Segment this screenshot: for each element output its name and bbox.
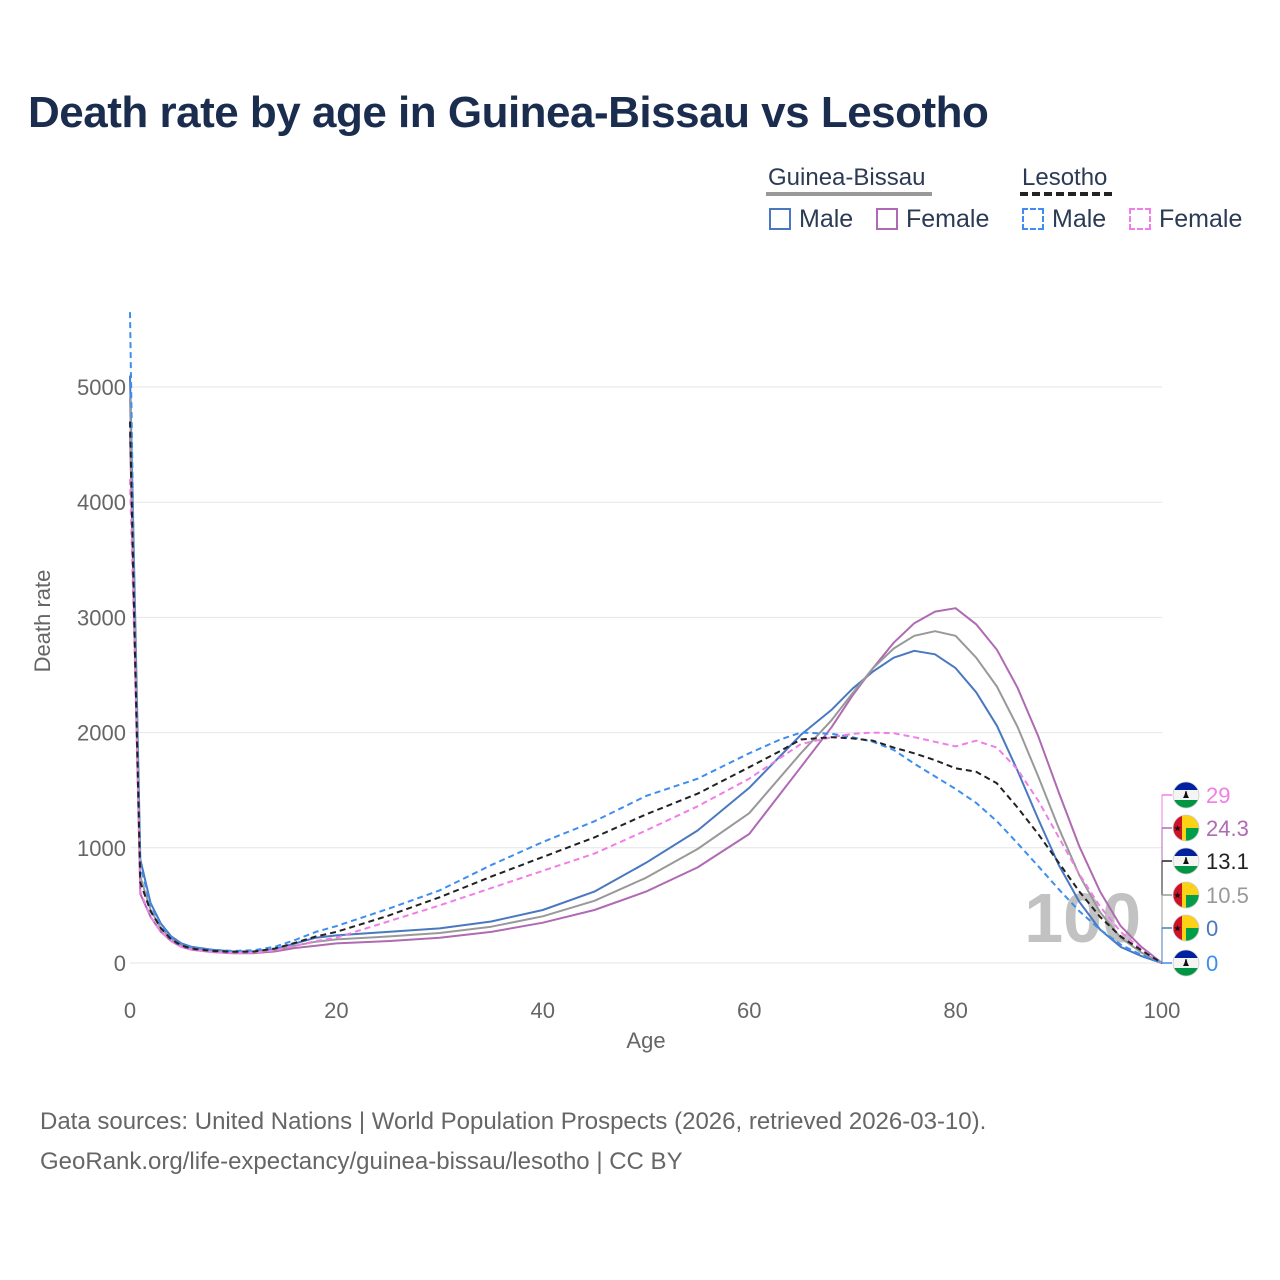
end-value-label: 0 (1206, 916, 1218, 941)
page-title: Death rate by age in Guinea-Bissau vs Le… (28, 88, 989, 137)
end-value-label: 13.1 (1206, 849, 1249, 874)
x-tick-label: 0 (124, 998, 136, 1023)
legend-swatch-lesotho-male[interactable] (1022, 208, 1044, 230)
series-lesotho-male[interactable] (129, 312, 1163, 964)
legend-label-guinea-bissau-female[interactable]: Female (906, 205, 990, 233)
age-annotation: 100 (1024, 879, 1141, 957)
end-value-label: 0 (1206, 951, 1218, 976)
legend-label-lesotho-female[interactable]: Female (1159, 205, 1243, 233)
flag-guinea-bissau-icon (1172, 914, 1200, 942)
y-tick-label: 4000 (77, 490, 126, 515)
legend-swatch-guinea-bissau-female[interactable] (876, 208, 898, 230)
flag-lesotho-icon (1172, 847, 1200, 875)
legend-group-lesotho[interactable]: Lesotho (1022, 164, 1108, 191)
footer-sources: Data sources: United Nations | World Pop… (40, 1108, 987, 1135)
legend-label-guinea-bissau-male[interactable]: Male (799, 205, 854, 233)
y-tick-label: 3000 (77, 605, 126, 630)
legend-swatch-lesotho-female[interactable] (1129, 208, 1151, 230)
x-tick-label: 100 (1144, 998, 1181, 1023)
y-tick-label: 1000 (77, 836, 126, 861)
x-axis-title: Age (626, 1028, 665, 1053)
end-value-label: 29 (1206, 783, 1230, 808)
y-tick-label: 2000 (77, 721, 126, 746)
x-tick-label: 80 (943, 998, 967, 1023)
x-tick-label: 60 (737, 998, 761, 1023)
series-lesotho-female[interactable] (129, 479, 1163, 964)
footer-attribution[interactable]: GeoRank.org/life-expectancy/guinea-bissa… (40, 1148, 683, 1175)
legend-group-guinea-bissau[interactable]: Guinea-Bissau (768, 164, 926, 191)
flag-guinea-bissau-icon (1172, 814, 1200, 842)
flag-lesotho-icon (1172, 949, 1200, 977)
y-tick-label: 5000 (77, 375, 126, 400)
legend-label-lesotho-male[interactable]: Male (1052, 205, 1107, 233)
series-lesotho[interactable] (129, 421, 1163, 964)
y-tick-label: 0 (114, 951, 126, 976)
flag-lesotho-icon (1172, 781, 1200, 809)
end-value-label: 10.5 (1206, 883, 1249, 908)
end-value-label: 24.3 (1206, 816, 1249, 841)
series-guinea-bissau[interactable] (129, 398, 1163, 964)
y-axis-title: Death rate (30, 570, 55, 673)
x-tick-label: 40 (531, 998, 555, 1023)
x-tick-label: 20 (324, 998, 348, 1023)
legend-group-guinea-bissau-line (766, 192, 932, 196)
legend-group-lesotho-line (1020, 192, 1112, 196)
series-guinea-bissau-female[interactable] (129, 433, 1163, 964)
legend-swatch-guinea-bissau-male[interactable] (769, 208, 791, 230)
flag-guinea-bissau-icon (1172, 881, 1200, 909)
